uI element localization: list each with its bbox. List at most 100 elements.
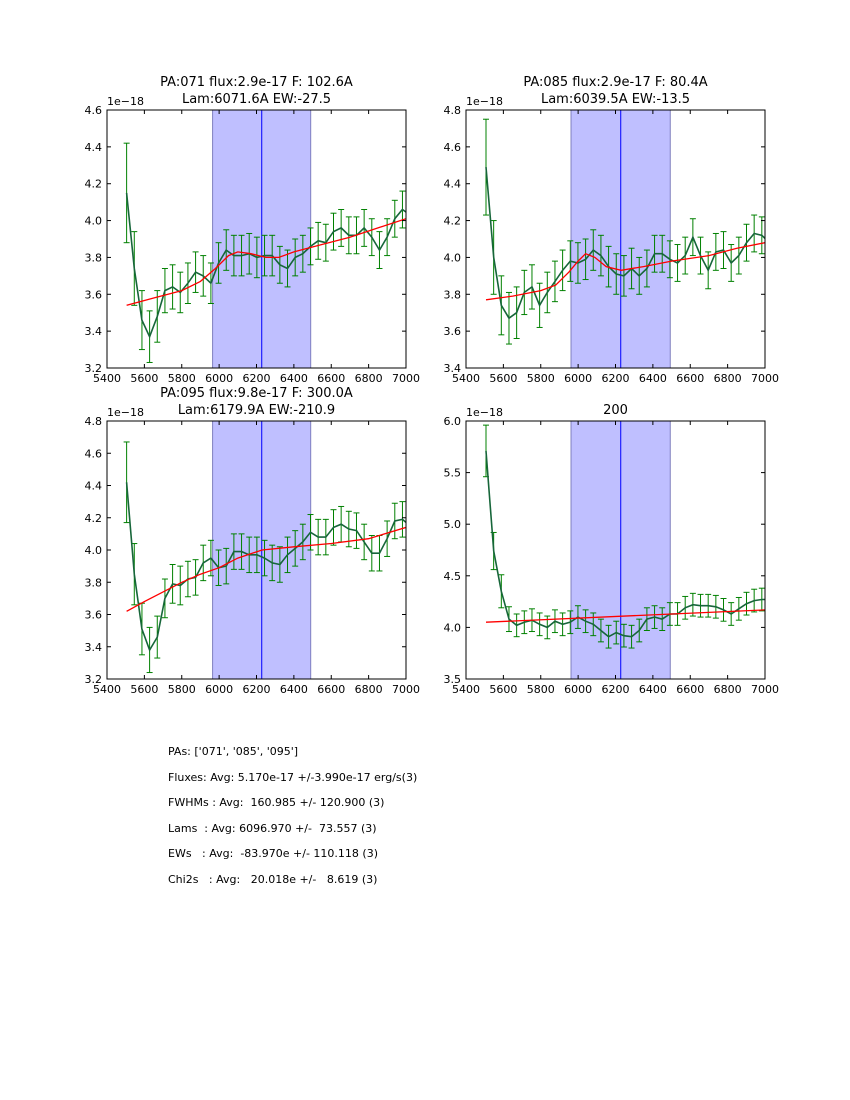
spectrum-line: [485, 167, 765, 320]
plot-area: [123, 421, 413, 679]
y-tick-label: 4.5: [444, 570, 462, 583]
y-tick-label: 4.0: [85, 544, 103, 557]
x-tick-label: 5600: [130, 372, 158, 385]
spectrum-line: [485, 450, 765, 638]
plot-area: [482, 421, 772, 679]
x-tick-label: 6800: [714, 372, 742, 385]
y-tick-label: 5.0: [444, 518, 462, 531]
x-tick-label: 6000: [564, 372, 592, 385]
errorbar: [766, 224, 772, 261]
x-tick-label: 5400: [93, 372, 121, 385]
y-tick-label: 3.4: [85, 325, 103, 338]
x-tick-label: 5800: [527, 372, 555, 385]
summary-chi2s: Chi2s : Avg: 20.018e +/- 8.619 (3): [168, 872, 378, 886]
y-tick-label: 3.6: [85, 288, 103, 301]
y-tick-label: 4.0: [444, 621, 462, 634]
y-tick-label: 3.4: [444, 362, 462, 375]
x-tick-label: 5800: [168, 372, 196, 385]
y-tick-label: 6.0: [444, 415, 462, 428]
x-tick-label: 6600: [317, 372, 345, 385]
errorbar: [407, 197, 413, 234]
y-tick-label: 5.5: [444, 467, 462, 480]
x-tick-label: 6000: [205, 372, 233, 385]
x-tick-label: 6600: [676, 372, 704, 385]
errorbar: [407, 508, 413, 543]
subplot-2: 5400 5600 5800 6000 6200 6400 6600 6800 7000 3.4 3…: [444, 75, 780, 385]
y-tick-label: 4.8: [444, 104, 462, 117]
y-tick-label: 4.6: [85, 447, 103, 460]
y-tick-label: 4.4: [85, 141, 103, 154]
x-tick-label: 6000: [205, 683, 233, 696]
subplot-title: Lam:6039.5A EW:-13.5: [541, 92, 690, 107]
x-tick-label: 7000: [392, 683, 420, 696]
summary-fwhms: FWHMs : Avg: 160.985 +/- 120.900 (3): [168, 796, 385, 810]
y-tick-label: 4.0: [85, 215, 103, 228]
x-tick-label: 6400: [639, 372, 667, 385]
y-offset-label: 1e−18: [107, 95, 144, 108]
fit-line: [126, 218, 406, 306]
y-tick-label: 4.2: [444, 215, 462, 228]
y-tick-label: 4.8: [85, 415, 103, 428]
x-tick-label: 5800: [168, 683, 196, 696]
y-offset-label: 1e−18: [107, 406, 144, 419]
y-tick-label: 3.8: [85, 576, 103, 589]
subplot-1: 5400 5600 5800 6000 6200 6400 6600 6800 7000 3.2 3…: [85, 75, 421, 385]
summary-lams: Lams : Avg: 6096.970 +/- 73.557 (3): [168, 821, 377, 835]
x-tick-label: 5800: [527, 683, 555, 696]
subplot-title: Lam:6071.6A EW:-27.5: [182, 92, 331, 107]
plot-area: [482, 110, 772, 368]
summary-ews: EWs : Avg: -83.970e +/- 110.118 (3): [168, 847, 378, 861]
subplot-title: 200: [603, 403, 628, 418]
y-tick-label: 3.6: [444, 325, 462, 338]
x-tick-label: 5400: [93, 683, 121, 696]
x-tick-label: 6400: [280, 372, 308, 385]
x-tick-label: 5600: [489, 683, 517, 696]
subplot-4: 5400 5600 5800 6000 6200 6400 6600 6800 7000 3.5 4…: [444, 403, 780, 696]
x-tick-label: 6600: [676, 683, 704, 696]
x-tick-label: 6400: [280, 683, 308, 696]
summary-pas: PAs: ['071', '085', '095']: [168, 745, 299, 758]
x-tick-label: 6800: [714, 683, 742, 696]
x-tick-label: 6800: [355, 372, 383, 385]
x-tick-label: 6200: [243, 683, 271, 696]
y-offset-label: 1e−18: [466, 406, 503, 419]
y-offset-label: 1e−18: [466, 95, 503, 108]
x-tick-label: 6600: [317, 683, 345, 696]
x-tick-label: 7000: [751, 372, 779, 385]
y-tick-label: 3.4: [85, 641, 103, 654]
y-tick-label: 3.8: [85, 251, 103, 264]
fit-line: [126, 526, 406, 612]
x-tick-label: 6800: [355, 683, 383, 696]
subplot-title: PA:095 flux:9.8e-17 F: 300.0A: [160, 386, 353, 401]
y-tick-label: 4.0: [444, 251, 462, 264]
y-tick-label: 4.2: [85, 178, 103, 191]
subplot-title: Lam:6179.9A EW:-210.9: [178, 403, 335, 418]
x-tick-label: 6000: [564, 683, 592, 696]
y-tick-label: 3.8: [444, 288, 462, 301]
errorbar: [766, 588, 772, 611]
x-tick-label: 6400: [639, 683, 667, 696]
fit-line: [485, 609, 765, 623]
y-tick-label: 4.2: [85, 512, 103, 525]
x-tick-label: 5400: [452, 372, 480, 385]
y-tick-label: 4.6: [444, 141, 462, 154]
fit-line: [485, 242, 765, 301]
x-tick-label: 7000: [751, 683, 779, 696]
x-tick-label: 5400: [452, 683, 480, 696]
subplot-3: 5400 5600 5800 6000 6200 6400 6600 6800 7000 3.2 3…: [85, 386, 421, 696]
x-tick-label: 6200: [602, 372, 630, 385]
subplot-title: PA:085 flux:2.9e-17 F: 80.4A: [523, 75, 707, 90]
plot-area: [123, 110, 413, 368]
x-tick-label: 7000: [392, 372, 420, 385]
spectrum-line: [125, 192, 406, 339]
y-tick-label: 3.6: [85, 609, 103, 622]
y-tick-label: 4.4: [444, 178, 462, 191]
x-tick-label: 6200: [602, 683, 630, 696]
y-tick-label: 3.2: [85, 362, 103, 375]
y-tick-label: 4.4: [85, 480, 103, 493]
subplot-title: PA:071 flux:2.9e-17 F: 102.6A: [160, 75, 353, 90]
x-tick-label: 6200: [243, 372, 271, 385]
y-tick-label: 4.6: [85, 104, 103, 117]
x-tick-label: 5600: [130, 683, 158, 696]
